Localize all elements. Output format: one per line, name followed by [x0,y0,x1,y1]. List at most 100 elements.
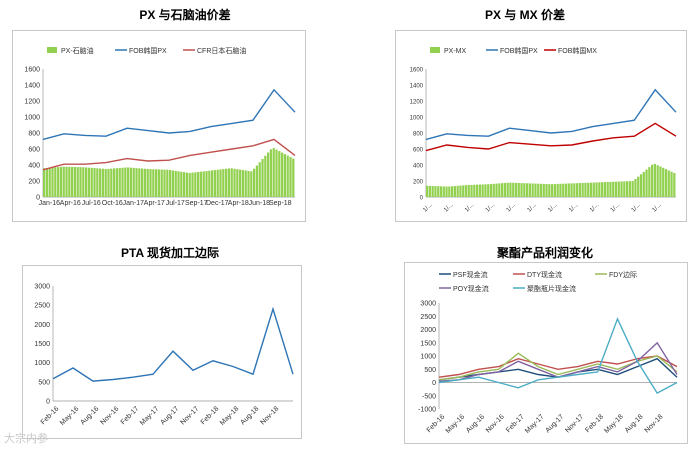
bar [286,155,289,197]
legend-label: CFR日本石脑油 [197,46,246,55]
y-tick-label: 0 [46,399,50,406]
x-tick-label: Apr-17 [144,200,165,207]
legend-label: 聚酯瓶片现金流 [527,284,576,293]
bar [93,168,96,197]
y-tick-label: 0 [420,196,424,202]
bar [634,179,637,197]
x-tick-label: May-17 [139,405,161,427]
y-tick-label: 600 [413,148,424,154]
bar [71,166,74,197]
y-tick-label: 1200 [410,100,424,106]
bar [662,167,665,197]
x-tick-label: Jan-17 [123,200,145,207]
y-tick-label: 2000 [420,327,436,334]
bar [283,154,287,197]
bar [57,167,60,197]
bar [562,183,565,197]
bar [292,158,295,197]
bar [160,169,163,197]
bar [637,176,640,197]
x-tick-label: Jul-16 [82,200,101,207]
bar [506,182,509,197]
bar [261,158,264,197]
bar [534,183,537,197]
bar [177,171,180,197]
bar [598,182,601,197]
x-tick-label: 1/... [464,202,476,214]
bar [514,182,518,197]
bar [205,171,208,197]
y-tick-label: 800 [413,132,424,138]
bar [481,184,484,197]
x-tick-label: May-16 [445,413,467,435]
x-tick-label: May-16 [59,405,81,427]
bar [606,181,609,197]
bar [132,167,135,197]
bar [431,186,434,197]
x-tick-label: Feb-17 [505,413,526,434]
bar [589,182,593,197]
bar [548,184,551,197]
bar [85,167,88,197]
y-tick-label: 1400 [410,84,424,90]
bar [531,183,534,197]
bar [264,155,267,197]
bar [501,183,504,197]
legend-label: FOB韩国PX [500,46,538,55]
bar [631,181,634,197]
bar [68,166,71,197]
bar [620,181,623,197]
series-line [438,355,678,378]
bar [509,182,512,197]
legend-label: PX-MX [444,48,467,55]
bar [595,182,598,197]
x-tick-label: Feb-16 [426,413,447,434]
bar [556,183,559,197]
bar [451,186,454,197]
bar [664,169,668,197]
bar [587,182,590,197]
bar [545,184,548,197]
bar [645,169,648,197]
x-tick-label: Apr-18 [228,200,249,207]
bar [448,186,451,197]
x-tick-label: 1/... [547,202,559,214]
x-tick-label: 1/... [652,202,664,214]
x-tick-label: Sep-18 [269,200,292,207]
y-tick-label: 1500 [34,341,50,348]
bar [281,152,284,197]
x-tick-label: Aug-16 [465,413,486,434]
bar [174,170,177,197]
bar [473,184,476,197]
x-tick-label: Aug-18 [239,405,260,426]
bar [673,173,676,197]
bar [208,170,211,197]
x-tick-label: Feb-17 [120,405,141,426]
series-line [42,88,296,141]
y-tick-label: 1000 [420,354,436,361]
bar [648,167,651,197]
legend-label: FDY边际 [609,270,637,279]
bar [659,166,662,197]
bar [241,170,245,197]
bar [157,169,161,197]
bar [185,172,189,197]
bar [73,166,77,197]
bar [267,152,270,197]
bar [166,169,169,197]
bar [202,171,205,197]
bar [87,167,91,197]
bar [194,172,197,197]
bar [628,181,631,197]
bar [498,183,501,197]
bar [623,181,626,197]
bar [233,168,236,197]
bar [564,183,568,197]
y-tick-label: 1600 [410,68,424,74]
bar [526,183,529,197]
x-tick-label: Feb-16 [40,405,61,426]
x-tick-label: 1/... [506,202,518,214]
bar [82,167,85,197]
x-tick-label: May-18 [219,405,241,427]
legend-label: PSF现金流 [453,270,488,279]
